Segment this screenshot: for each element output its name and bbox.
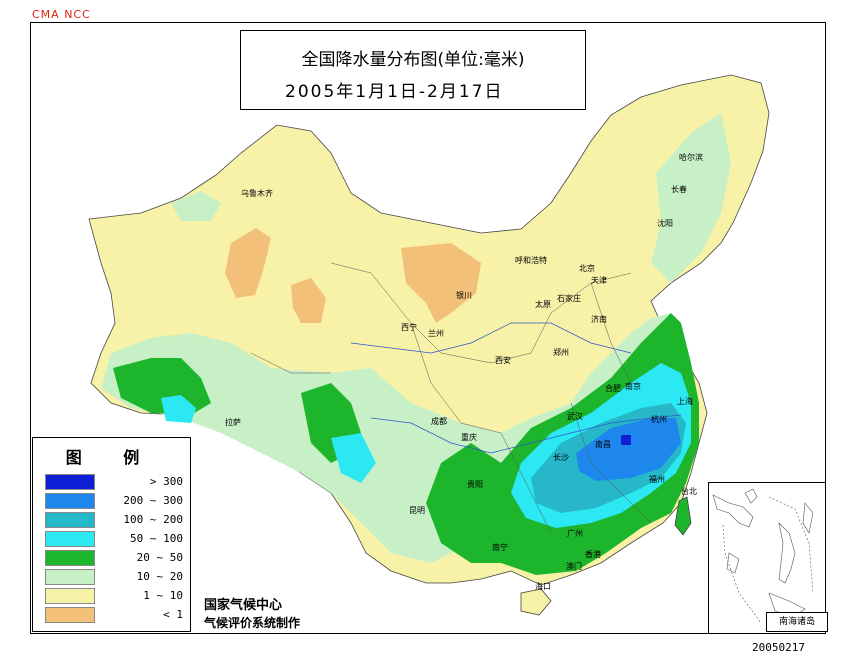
city-label: 沈阳 [657, 219, 673, 228]
date-stamp: 20050217 [752, 641, 805, 654]
city-label: 乌鲁木齐 [241, 189, 273, 198]
region-blue-jiangxi [576, 418, 681, 481]
map-title: 全国降水量分布图(单位:毫米) [301, 50, 525, 70]
city-label: 杭州 [651, 415, 667, 424]
city-label: 成都 [431, 417, 447, 426]
legend-label: > 300 [149, 475, 183, 488]
legend-swatch [45, 588, 95, 604]
region-hainan [520, 588, 552, 616]
legend-label: 200 ~ 300 [123, 494, 183, 507]
city-label: 天津 [591, 276, 607, 285]
precipitation-map [88, 74, 770, 616]
city-label: 济南 [591, 315, 607, 324]
agency-mark: CMA NCC [32, 8, 91, 21]
province-boundaries [250, 262, 652, 534]
city-label: 兰州 [428, 329, 444, 338]
inset-map [712, 488, 814, 624]
city-label: 海口 [535, 582, 551, 591]
legend-swatch [45, 569, 95, 585]
city-label: 香港 [585, 550, 601, 559]
credit-center: 国家气候中心 [204, 598, 283, 613]
legend-item: > 300 [45, 474, 185, 492]
city-label: 重庆 [461, 433, 477, 442]
region-taiwan [674, 496, 692, 536]
city-label: 上海 [677, 397, 693, 406]
legend-item: 200 ~ 300 [45, 493, 185, 511]
city-label: 澳门 [566, 562, 582, 571]
title-box: 全国降水量分布图(单位:毫米) 2005年1月1日-2月17日 [240, 30, 586, 110]
region-cyan-yunnan [331, 433, 376, 483]
city-label: 呼和浩特 [515, 256, 547, 265]
legend-swatch [45, 531, 95, 547]
city-label: 贵阳 [467, 480, 483, 489]
city-label: 合肥 [605, 384, 621, 393]
city-label: 西安 [495, 356, 511, 365]
city-label: 哈尔滨 [679, 153, 703, 162]
legend-label: 10 ~ 20 [136, 570, 183, 583]
rivers [350, 322, 682, 454]
legend-swatch [45, 607, 95, 623]
region-dry-xinjiang [225, 228, 271, 298]
city-label: 石家庄 [557, 294, 581, 303]
map-period: 2005年1月1日-2月17日 [285, 82, 504, 102]
city-label: 西宁 [401, 323, 417, 332]
legend-label: 20 ~ 50 [136, 551, 183, 564]
legend-swatch [45, 474, 95, 490]
city-label: 银川 [456, 291, 472, 300]
legend-title: 图 例 [65, 448, 158, 467]
city-label: 福州 [649, 475, 665, 484]
legend-item: 10 ~ 20 [45, 569, 185, 587]
legend-swatch [45, 493, 95, 509]
city-label: 台北 [681, 487, 697, 496]
city-label: 长沙 [553, 453, 569, 462]
city-label: 郑州 [553, 348, 569, 357]
legend-item: 1 ~ 10 [45, 588, 185, 606]
city-label: 昆明 [409, 506, 425, 515]
region-cyan-tibet [161, 395, 196, 423]
city-label: 拉萨 [225, 418, 241, 427]
legend-item: 100 ~ 200 [45, 512, 185, 530]
region-light-green-tibet [101, 313, 671, 563]
region-light-green-ne [651, 113, 731, 283]
city-label: 广州 [567, 529, 583, 538]
legend-item: 20 ~ 50 [45, 550, 185, 568]
region-light-green-north [171, 191, 221, 221]
credit-made-by: 气候评价系统制作 [204, 616, 301, 630]
legend-label: 100 ~ 200 [123, 513, 183, 526]
city-label: 南昌 [595, 440, 611, 449]
city-label: 北京 [579, 264, 595, 273]
city-label: 武汉 [567, 412, 583, 421]
legend-item: < 1 [45, 607, 185, 625]
city-label: 南京 [625, 382, 641, 391]
city-label: 太原 [535, 300, 551, 309]
region-dry-qinghai [291, 278, 326, 323]
south-china-sea-inset [708, 482, 826, 634]
region-max-300 [621, 435, 631, 445]
city-label: 长春 [671, 185, 687, 194]
legend-item: 50 ~ 100 [45, 531, 185, 549]
city-label: 南宁 [492, 543, 508, 552]
region-dry-innermongolia [401, 243, 481, 323]
legend-label: < 1 [163, 608, 183, 621]
inset-label: 南海诸岛 [766, 612, 828, 632]
legend-swatch [45, 550, 95, 566]
legend-swatch [45, 512, 95, 528]
legend-label: 50 ~ 100 [130, 532, 183, 545]
legend-label: 1 ~ 10 [143, 589, 183, 602]
legend: 图 例 > 300 200 ~ 300 100 ~ 200 50 ~ 100 20 ~ … [32, 437, 191, 632]
